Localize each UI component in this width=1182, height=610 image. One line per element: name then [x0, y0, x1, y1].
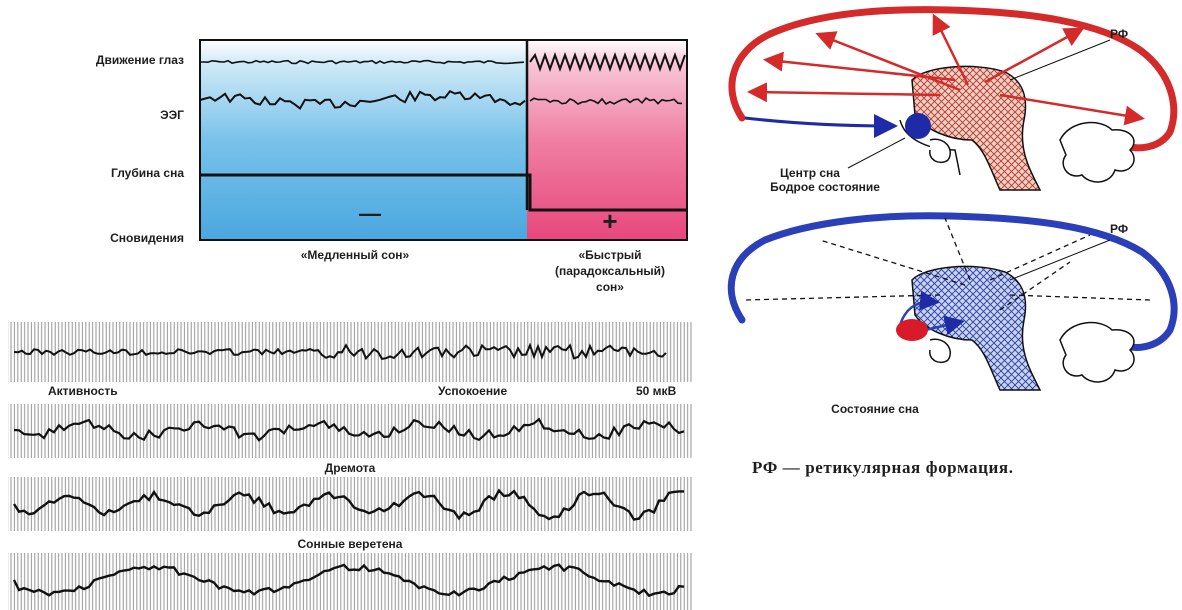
awake-brain-diagram [728, 6, 1178, 191]
eeg-fast-trace [529, 97, 683, 106]
awake-rf-label: РФ [1110, 27, 1129, 41]
awake-cortex-outline [728, 6, 1178, 152]
awake-brainstem-outline [899, 119, 961, 176]
eye-movement-slow-trace [200, 59, 525, 65]
awake-pituitary [929, 138, 951, 164]
fast-sleep-caption-line-2: (парадоксальный) [554, 264, 666, 278]
eeg-strip-4 [8, 553, 693, 610]
label-eeg: ЭЭГ [160, 108, 184, 122]
phase-panel-frame [199, 39, 688, 241]
sleep-center-active [896, 319, 928, 341]
sleep-state-label: Состояние сна [831, 402, 919, 416]
eeg-activity-trace [13, 342, 667, 361]
slow-sleep-caption: «Медленный сон» [300, 248, 410, 262]
label-activity: Активность [48, 384, 118, 398]
label-sleep-depth: Глубина сна [111, 166, 184, 180]
sleep-brain-diagram [727, 212, 1178, 391]
eeg-slow-trace [199, 89, 526, 110]
sleep-reticular-formation [911, 265, 1042, 391]
label-eye-movement: Движение глаз [95, 53, 184, 67]
fast-sleep-caption-line-3: сон» [596, 280, 624, 294]
fast-sleep-caption-line-1: «Быстрый [578, 248, 642, 262]
eeg-drowsiness-trace [13, 417, 685, 442]
sleep-cerebellum [1059, 321, 1135, 383]
awake-cerebellum [1059, 121, 1135, 183]
eye-movement-fast-trace [529, 52, 686, 72]
sleep-cortex-outline [727, 212, 1178, 351]
fast-sleep-caption: «Быстрый (парадоксальный) сон» [520, 247, 700, 295]
awake-reticular-formation [911, 65, 1042, 191]
label-dreams: Сновидения [110, 231, 184, 245]
awake-state-label: Бодрое состояние [770, 180, 880, 194]
legend-text: РФ — ретикулярная формация. [752, 458, 1014, 477]
sleep-depth-line [200, 173, 687, 212]
sleep-rf-label: РФ [1110, 222, 1129, 236]
label-drowsiness: Дремота [324, 461, 376, 475]
label-sleep-spindles: Сонные веретена [297, 537, 403, 551]
fast-sleep-dream-sign: + [602, 206, 618, 236]
label-scale: 50 мкВ [636, 384, 677, 398]
awake-sleep-center [905, 113, 931, 139]
label-calm: Успокоение [438, 384, 508, 398]
awake-center-label: Центр сна [780, 166, 840, 180]
eeg-spindles-trace [12, 488, 684, 521]
fast-sleep-region [527, 40, 687, 240]
slow-sleep-region [200, 40, 527, 240]
eeg-strip-2 [8, 404, 693, 458]
eeg-deep-sleep-trace [12, 563, 685, 598]
slow-sleep-dream-sign: — [359, 201, 381, 226]
